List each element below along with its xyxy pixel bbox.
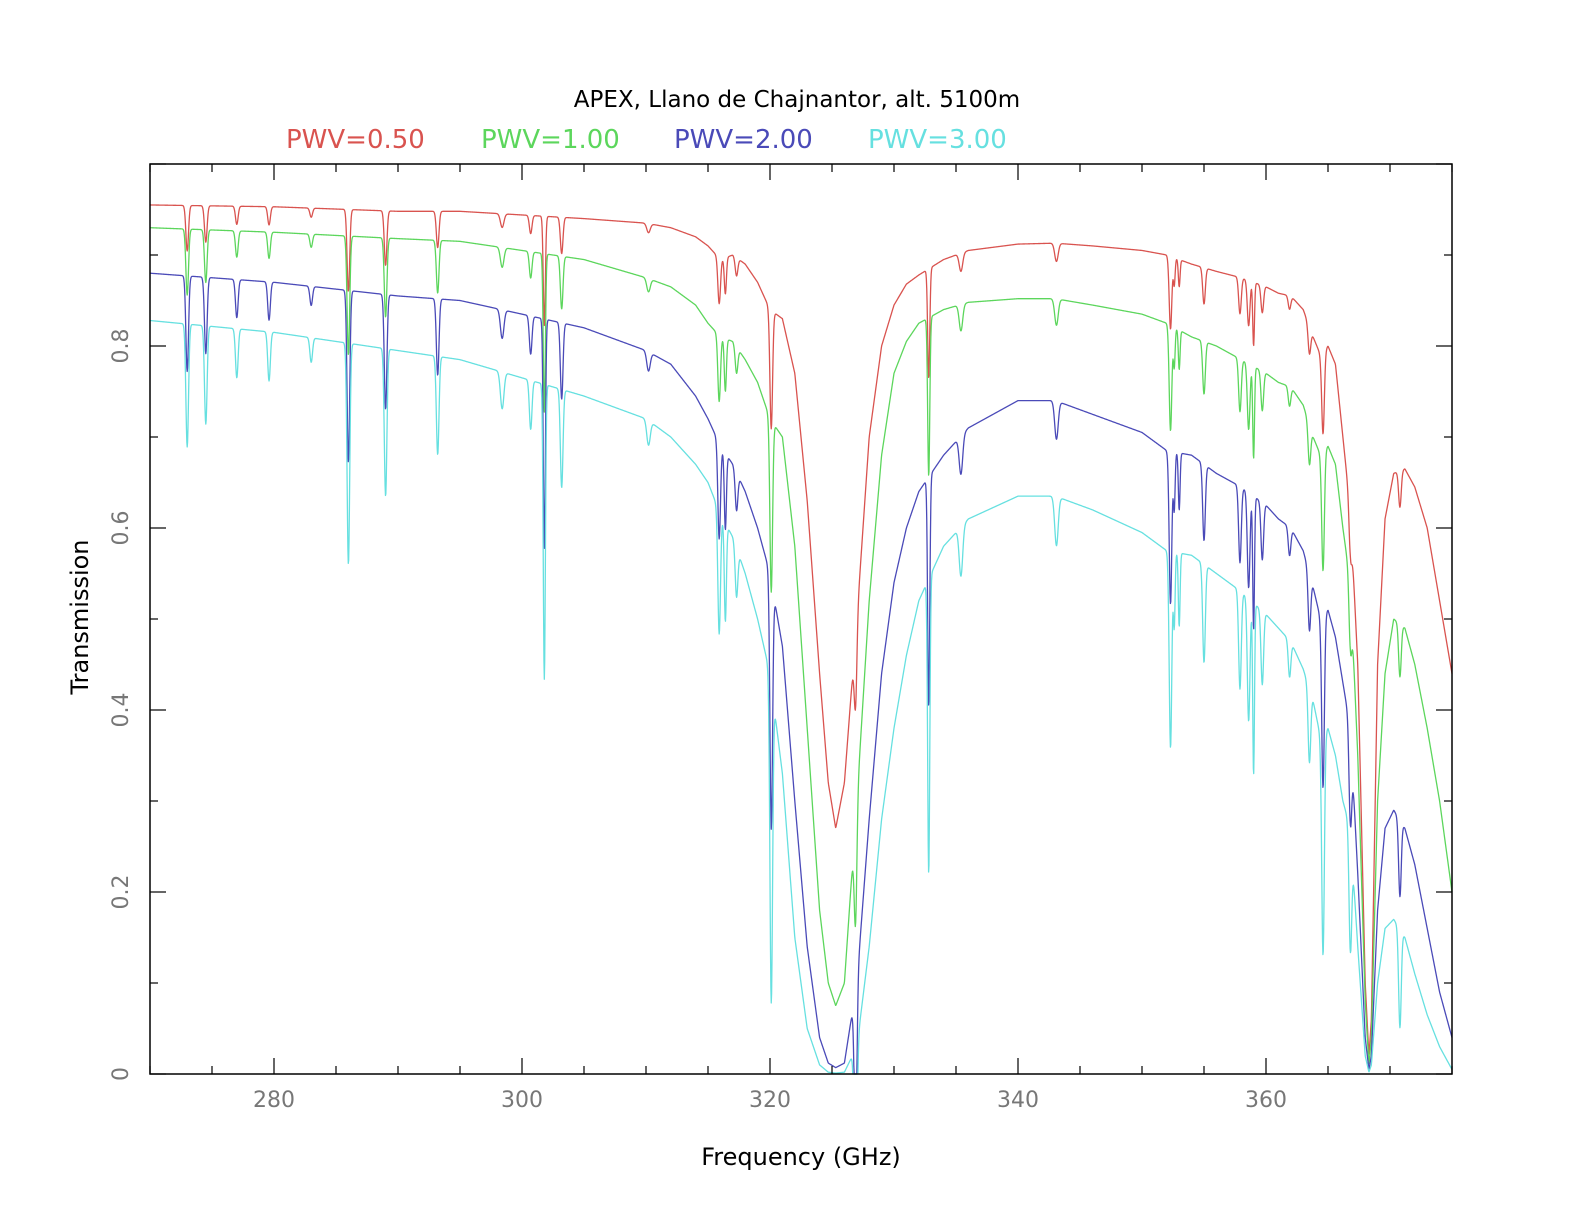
series-line [149, 227, 1453, 1065]
y-tick-label: 0.4 [109, 693, 134, 728]
y-axis-label: Transmission [66, 539, 94, 695]
y-tick-label: 0.8 [109, 329, 134, 364]
x-tick-label: 360 [1245, 1088, 1287, 1113]
legend-entry: PWV=3.00 [868, 125, 1007, 155]
series-line [149, 272, 1453, 1075]
series-layer [149, 204, 1453, 1075]
x-tick-label: 340 [997, 1088, 1039, 1113]
x-tick-label: 300 [501, 1088, 543, 1113]
legend-entry: PWV=2.00 [674, 125, 813, 155]
x-axis-label: Frequency (GHz) [701, 1143, 901, 1171]
series-line [149, 204, 1453, 1055]
chart-title: APEX, Llano de Chajnantor, alt. 5100m [574, 87, 1020, 113]
ticks-layer [149, 163, 1453, 1075]
legend-entry: PWV=1.00 [481, 125, 620, 155]
legend-entry: PWV=0.50 [286, 125, 425, 155]
y-tick-label: 0.2 [109, 875, 134, 910]
y-tick-label: 0 [109, 1067, 134, 1081]
tick-labels-layer: 280 300 320 340 360 0 0.2 0.4 0.6 0.8 [109, 329, 1287, 1114]
x-tick-label: 320 [749, 1088, 791, 1113]
x-tick-label: 280 [253, 1088, 295, 1113]
series-line [149, 319, 1453, 1075]
legend: PWV=0.50 PWV=1.00 PWV=2.00 PWV=3.00 [286, 125, 1007, 155]
y-tick-label: 0.6 [109, 511, 134, 546]
